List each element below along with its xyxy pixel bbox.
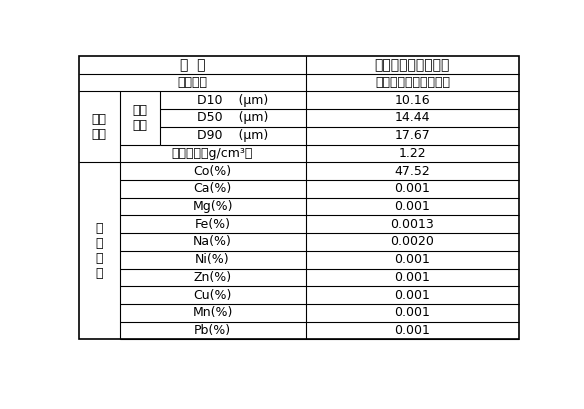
Text: Mg(%): Mg(%) <box>192 200 233 213</box>
Text: 0.001: 0.001 <box>395 271 430 284</box>
Text: D50    (μm): D50 (μm) <box>197 112 268 124</box>
Text: 0.001: 0.001 <box>395 289 430 301</box>
Text: 质量要求、检测结果: 质量要求、检测结果 <box>375 58 450 72</box>
Text: 10.16: 10.16 <box>395 94 430 107</box>
Text: 表观质量: 表观质量 <box>178 76 207 89</box>
Text: 1.22: 1.22 <box>399 147 426 160</box>
Text: 0.001: 0.001 <box>395 306 430 319</box>
Text: 化
学
成
份: 化 学 成 份 <box>96 222 103 280</box>
Text: 0.0013: 0.0013 <box>391 218 434 231</box>
Text: 0.001: 0.001 <box>395 182 430 196</box>
Text: Zn(%): Zn(%) <box>193 271 232 284</box>
Text: Ni(%): Ni(%) <box>195 253 230 266</box>
Text: 松装密度（g/cm³）: 松装密度（g/cm³） <box>172 147 253 160</box>
Text: 0.001: 0.001 <box>395 324 430 337</box>
Text: 0.001: 0.001 <box>395 200 430 213</box>
Text: 0.001: 0.001 <box>395 253 430 266</box>
Text: D10    (μm): D10 (μm) <box>197 94 268 107</box>
Text: Co(%): Co(%) <box>193 165 232 178</box>
Text: Mn(%): Mn(%) <box>192 306 232 319</box>
Text: 激光
粒度: 激光 粒度 <box>132 104 147 132</box>
Text: 14.44: 14.44 <box>395 112 430 124</box>
Text: 17.67: 17.67 <box>395 129 430 142</box>
Text: Pb(%): Pb(%) <box>194 324 231 337</box>
Text: 粉红色粉末，色泽一致: 粉红色粉末，色泽一致 <box>375 76 450 89</box>
Text: Na(%): Na(%) <box>193 236 232 248</box>
Text: Cu(%): Cu(%) <box>193 289 232 301</box>
Text: 项  目: 项 目 <box>180 58 205 72</box>
Text: 0.0020: 0.0020 <box>391 236 434 248</box>
Text: D90    (μm): D90 (μm) <box>197 129 268 142</box>
Text: 47.52: 47.52 <box>395 165 430 178</box>
Text: Fe(%): Fe(%) <box>194 218 231 231</box>
Text: Ca(%): Ca(%) <box>193 182 232 196</box>
Bar <box>79 56 519 339</box>
Text: 物理
性能: 物理 性能 <box>92 113 107 141</box>
